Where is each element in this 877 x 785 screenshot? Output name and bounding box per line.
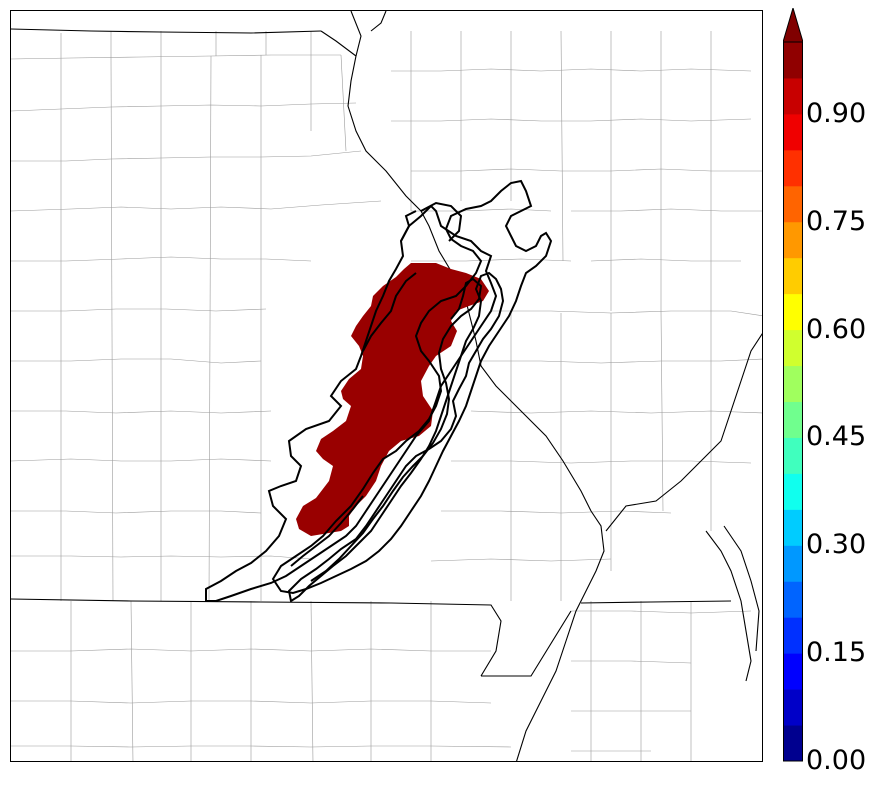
colorbar-band [783,725,803,762]
colorbar-tick-label: 0.45 [806,421,867,453]
colorbar-tick-label: 0.60 [806,313,867,345]
state-boundaries [11,11,762,761]
colorbar-band [783,401,803,438]
colorbar-bands [783,42,803,762]
colorbar-band [783,437,803,474]
colorbar-band [783,581,803,618]
colorbar [783,8,803,762]
colorbar-outline [783,41,803,762]
map-canvas [11,11,762,761]
colorbar-tick-label: 0.75 [806,205,867,237]
colorbar-band [783,221,803,259]
colorbar-band [783,617,803,654]
colorbar-band [783,689,803,726]
ensemble-contour-lines [205,179,553,603]
probability-shaded-region [296,263,489,536]
colorbar-band [783,42,803,79]
colorbar-band [783,473,803,510]
colorbar-band [783,257,803,295]
colorbar-tick-label: 0.15 [806,637,867,669]
colorbar-band [783,113,803,151]
colorbar-band [783,329,803,367]
county-boundaries [11,30,762,761]
colorbar-band [783,545,803,582]
colorbar-band [783,149,803,187]
colorbar-band [783,293,803,331]
map-panel [10,10,763,762]
colorbar-band [783,653,803,690]
colorbar-band [783,509,803,546]
colorbar-tick-label: 0.90 [806,97,867,129]
colorbar-extend-arrow [783,8,803,43]
colorbar-band [783,77,803,115]
colorbar-band [783,365,803,402]
colorbar-tick-label: 0.00 [806,745,867,776]
colorbar-tick-label: 0.30 [806,529,867,561]
colorbar-band [783,185,803,223]
